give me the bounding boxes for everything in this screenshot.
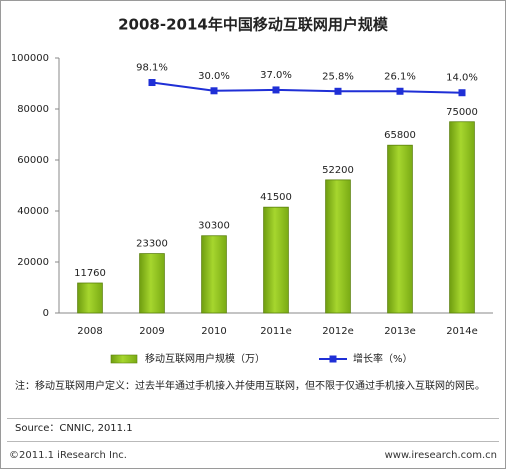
x-tick-label: 2008 — [77, 326, 102, 337]
growth-point — [458, 89, 466, 97]
growth-point — [396, 87, 404, 95]
growth-point — [210, 87, 218, 95]
legend-label: 增长率（%） — [353, 352, 413, 365]
growth-label: 14.0% — [446, 73, 478, 84]
bar-label: 75000 — [446, 107, 478, 118]
bar-label: 30300 — [198, 221, 230, 232]
x-tick-label: 2011e — [260, 326, 292, 337]
legend-label: 移动互联网用户规模（万） — [145, 352, 265, 365]
chart: 2008-2014年中国移动互联网用户规模 0 20000 40000 60000 80… — [11, 16, 493, 365]
bar-label: 52200 — [322, 165, 354, 176]
bar-label: 23300 — [136, 239, 168, 250]
growth-line — [151, 81, 463, 94]
x-tick-label: 2009 — [139, 326, 164, 337]
bar — [263, 206, 289, 314]
bar-label: 11760 — [74, 268, 106, 279]
bar — [201, 235, 227, 314]
y-tick-label: 100000 — [11, 53, 49, 64]
bar — [77, 282, 103, 314]
bar — [139, 253, 165, 314]
y-tick-label: 80000 — [17, 104, 49, 115]
separator — [7, 441, 499, 442]
growth-label: 30.0% — [198, 71, 230, 82]
growth-label: 98.1% — [136, 63, 168, 74]
y-tick-label: 40000 — [17, 206, 49, 217]
growth-point — [272, 86, 280, 94]
growth-label: 26.1% — [384, 71, 416, 82]
website: www.iresearch.com.cn — [384, 450, 497, 461]
bar — [387, 144, 413, 314]
chart-title: 2008-2014年中国移动互联网用户规模 — [118, 16, 389, 34]
growth-label: 37.0% — [260, 70, 292, 81]
legend-swatch — [329, 355, 337, 363]
bar-label: 41500 — [260, 192, 292, 203]
bar — [325, 179, 351, 314]
x-tick-label: 2014e — [446, 326, 478, 337]
note: 注：移动互联网用户定义：过去半年通过手机接入并使用互联网，但不限于仅通过手机接入… — [15, 381, 485, 392]
bar-label: 65800 — [384, 130, 416, 141]
y-tick-label: 60000 — [17, 155, 49, 166]
x-tick-label: 2010 — [201, 326, 226, 337]
bar — [449, 121, 475, 314]
x-tick-label: 2012e — [322, 326, 354, 337]
x-tick-label: 2013e — [384, 326, 416, 337]
y-tick-label: 0 — [43, 308, 49, 319]
growth-point — [334, 87, 342, 95]
growth-point — [148, 79, 156, 87]
source: Source：CNNIC, 2011.1 — [15, 423, 133, 434]
separator — [7, 418, 499, 419]
copyright: ©2011.1 iResearch Inc. — [9, 450, 127, 461]
growth-label: 25.8% — [322, 71, 354, 82]
legend-swatch — [110, 354, 138, 364]
y-tick-label: 20000 — [17, 257, 49, 268]
